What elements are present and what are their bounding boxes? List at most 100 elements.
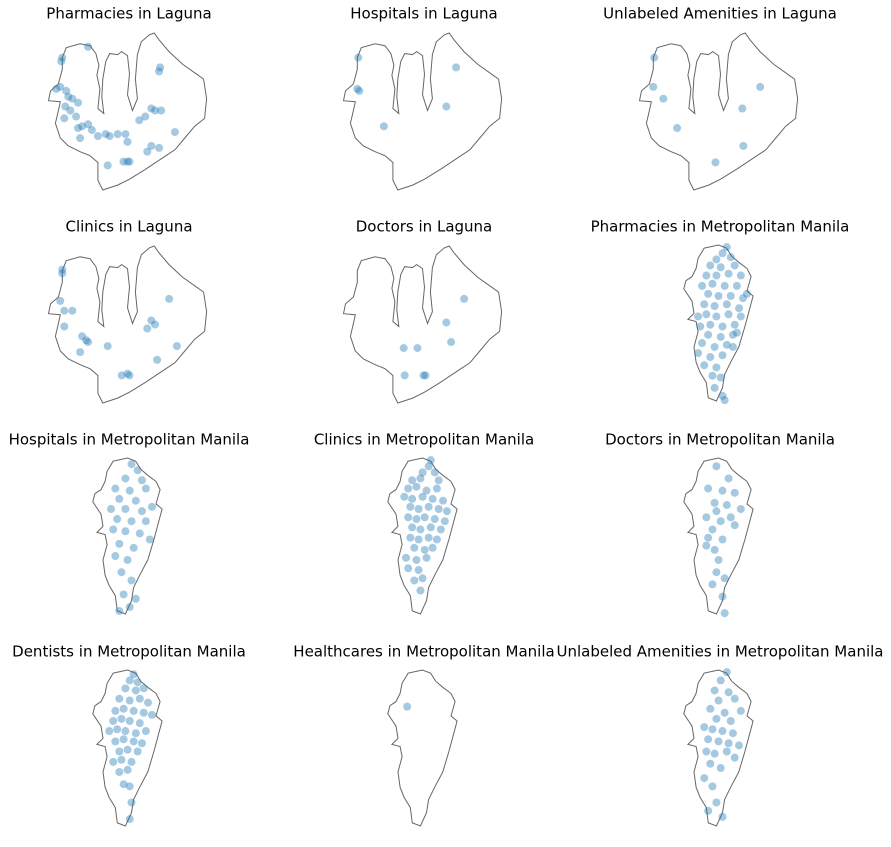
amenity-point xyxy=(111,484,120,493)
amenity-point xyxy=(728,342,737,351)
amenity-point xyxy=(710,749,719,758)
amenity-point xyxy=(736,312,745,321)
amenity-point xyxy=(420,545,429,554)
amenity-point xyxy=(434,476,443,485)
amenity-point xyxy=(708,525,717,534)
amenity-point xyxy=(732,328,741,337)
amenity-point xyxy=(726,513,735,522)
amenity-point xyxy=(673,124,682,133)
amenity-point xyxy=(58,53,67,62)
amenity-point xyxy=(650,53,659,62)
amenity-point xyxy=(135,719,144,728)
amenity-point xyxy=(402,553,411,562)
amenity-point xyxy=(702,747,711,756)
amenity-point xyxy=(117,568,126,577)
amenity-point xyxy=(115,694,124,703)
amenity-point xyxy=(121,684,130,693)
region-outline xyxy=(342,32,503,191)
amenity-point xyxy=(129,737,138,746)
amenity-point xyxy=(137,507,146,516)
amenity-point xyxy=(722,340,731,349)
amenity-point xyxy=(416,586,425,595)
amenity-point xyxy=(78,122,87,131)
amenity-point xyxy=(406,533,415,542)
amenity-point xyxy=(712,462,721,471)
amenity-point xyxy=(714,737,723,746)
amenity-point xyxy=(111,706,120,715)
amenity-point xyxy=(74,98,83,107)
amenity-point xyxy=(720,708,729,717)
amenity-point xyxy=(440,517,449,526)
amenity-point xyxy=(706,261,715,270)
amenity-point xyxy=(107,504,116,513)
amenity-point xyxy=(123,137,132,146)
amenity-point xyxy=(706,353,715,362)
amenity-point xyxy=(718,322,727,331)
region-outline xyxy=(683,669,754,827)
amenity-point xyxy=(121,474,130,483)
amenity-point xyxy=(720,609,729,618)
panel-title: Pharmacies in Laguna xyxy=(46,5,211,23)
amenity-point xyxy=(147,316,156,325)
amenity-point xyxy=(155,143,164,152)
amenity-point xyxy=(414,566,423,575)
amenity-point xyxy=(706,320,715,329)
panel-title: Unlabeled Amenities in Metropolitan Mani… xyxy=(557,643,884,661)
amenity-point xyxy=(710,302,719,311)
amenity-point xyxy=(700,774,709,783)
amenity-point xyxy=(712,798,721,807)
amenity-point xyxy=(434,504,443,513)
amenity-point xyxy=(119,735,128,744)
amenity-point xyxy=(711,158,720,167)
amenity-point xyxy=(56,82,65,91)
amenity-point xyxy=(700,723,709,732)
amenity-point xyxy=(732,281,741,290)
amenity-point xyxy=(117,371,126,380)
amenity-point xyxy=(698,281,707,290)
amenity-point xyxy=(718,486,727,495)
amenity-point xyxy=(756,82,765,91)
amenity-point xyxy=(147,502,156,511)
amenity-point xyxy=(722,668,731,677)
amenity-point xyxy=(72,112,81,121)
amenity-point xyxy=(141,484,150,493)
amenity-point xyxy=(704,735,713,744)
amenity-point xyxy=(704,330,713,339)
amenity-point xyxy=(710,686,719,695)
amenity-point xyxy=(135,529,144,538)
amenity-point xyxy=(716,676,725,685)
amenity-point xyxy=(121,727,130,736)
amenity-point xyxy=(698,339,707,348)
amenity-point xyxy=(353,84,362,93)
amenity-point xyxy=(127,757,136,766)
amenity-point xyxy=(716,332,725,341)
amenity-point xyxy=(736,271,745,280)
amenity-point xyxy=(704,806,713,815)
amenity-point xyxy=(426,456,435,465)
amenity-point xyxy=(165,294,174,303)
amenity-point xyxy=(121,504,130,513)
amenity-point xyxy=(66,106,75,115)
amenity-point xyxy=(144,698,153,707)
amenity-point xyxy=(93,132,102,141)
amenity-point xyxy=(141,517,150,526)
amenity-point xyxy=(724,739,733,748)
amenity-point xyxy=(131,594,140,603)
amenity-point xyxy=(418,492,427,501)
panel-title: Pharmacies in Metropolitan Manila xyxy=(591,218,850,236)
amenity-point xyxy=(720,281,729,290)
amenity-point xyxy=(712,507,721,516)
amenity-point xyxy=(708,279,717,288)
panel-title: Unlabeled Amenities in Laguna xyxy=(603,5,837,23)
amenity-point xyxy=(708,371,717,380)
amenity-point xyxy=(127,517,136,526)
amenity-point xyxy=(432,484,441,493)
amenity-point xyxy=(64,92,73,101)
panel-title: Clinics in Metropolitan Manila xyxy=(314,431,534,449)
amenity-point xyxy=(712,312,721,321)
amenity-point xyxy=(432,535,441,544)
amenity-point xyxy=(125,696,134,705)
amenity-point xyxy=(708,782,717,791)
amenity-point xyxy=(738,104,747,113)
amenity-point xyxy=(716,517,725,526)
